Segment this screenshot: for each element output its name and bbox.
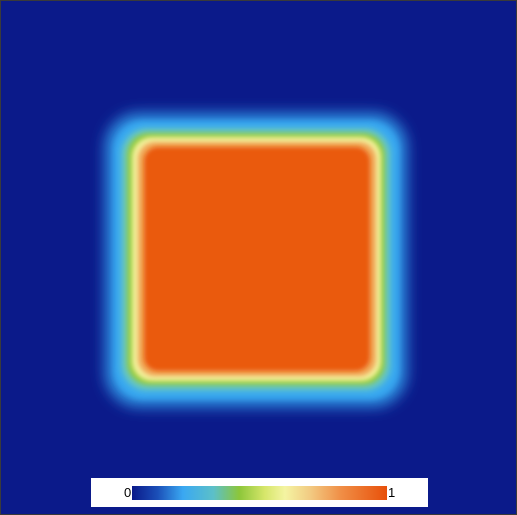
field-interior	[144, 147, 370, 371]
colorbar-legend: 0 1	[91, 478, 428, 507]
colorbar-min-label: 0	[124, 485, 132, 500]
colorbar-gradient	[132, 486, 387, 500]
colorbar-max-label: 1	[388, 485, 396, 500]
